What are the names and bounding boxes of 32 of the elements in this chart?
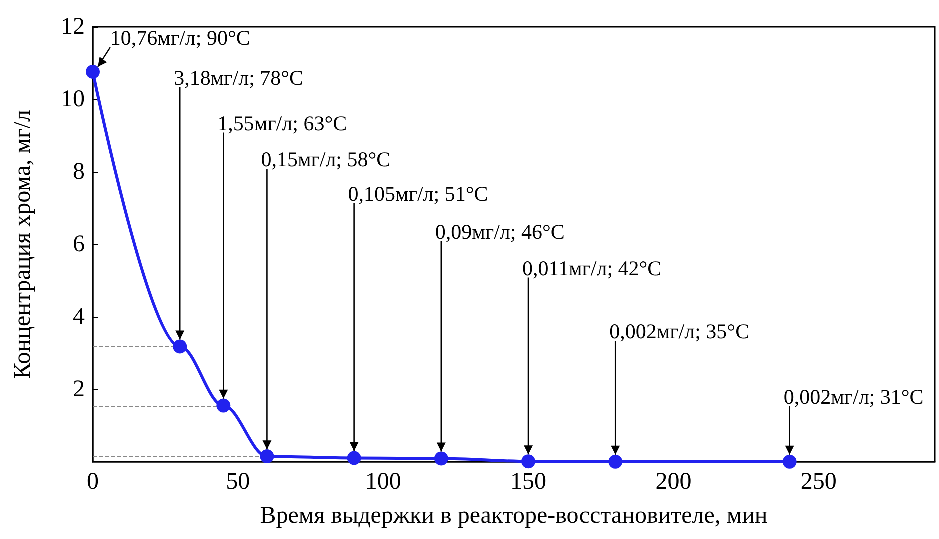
x-axis-title: Время выдержки в реакторе-восстановителе, мин [260, 503, 768, 529]
annotation: 0,09мг/л; 46°C [435, 220, 565, 244]
y-tick-label: 6 [73, 232, 85, 258]
x-tick-label: 50 [226, 469, 250, 495]
point [216, 398, 231, 413]
annotation: 0,002мг/л; 31°C [784, 384, 924, 409]
y-tick-label: 4 [73, 304, 85, 330]
point [522, 454, 536, 469]
annotation: 0,002мг/л; 35°C [610, 320, 750, 344]
annotation: 0,011мг/л; 42°C [522, 256, 662, 280]
point [434, 452, 448, 466]
point [608, 454, 623, 469]
y-tick-label: 2 [73, 376, 85, 402]
x-tick-label: 250 [800, 469, 837, 495]
point [782, 454, 797, 469]
point [173, 340, 188, 354]
point [260, 450, 274, 464]
annotation: 10,76мг/л; 90°C [110, 26, 250, 50]
annotation: 0,105мг/л; 51°C [348, 182, 488, 206]
x-tick-label: 150 [510, 469, 547, 495]
point [86, 64, 100, 79]
annotation: 0,15мг/л; 58°C [261, 148, 391, 172]
y-tick-label: 10 [61, 86, 85, 112]
annotation: 3,18мг/л; 78°C [174, 66, 304, 90]
point [347, 451, 362, 466]
y-axis-title: Концентрация хрома, мг/л [10, 110, 36, 380]
annotation: 1,55мг/л; 63°C [218, 111, 348, 136]
x-tick-label: 100 [365, 469, 402, 495]
y-tick-label: 8 [73, 159, 85, 185]
x-tick-label: 0 [87, 469, 99, 495]
x-tick-label: 200 [656, 469, 692, 495]
y-tick-label: 12 [61, 14, 85, 40]
